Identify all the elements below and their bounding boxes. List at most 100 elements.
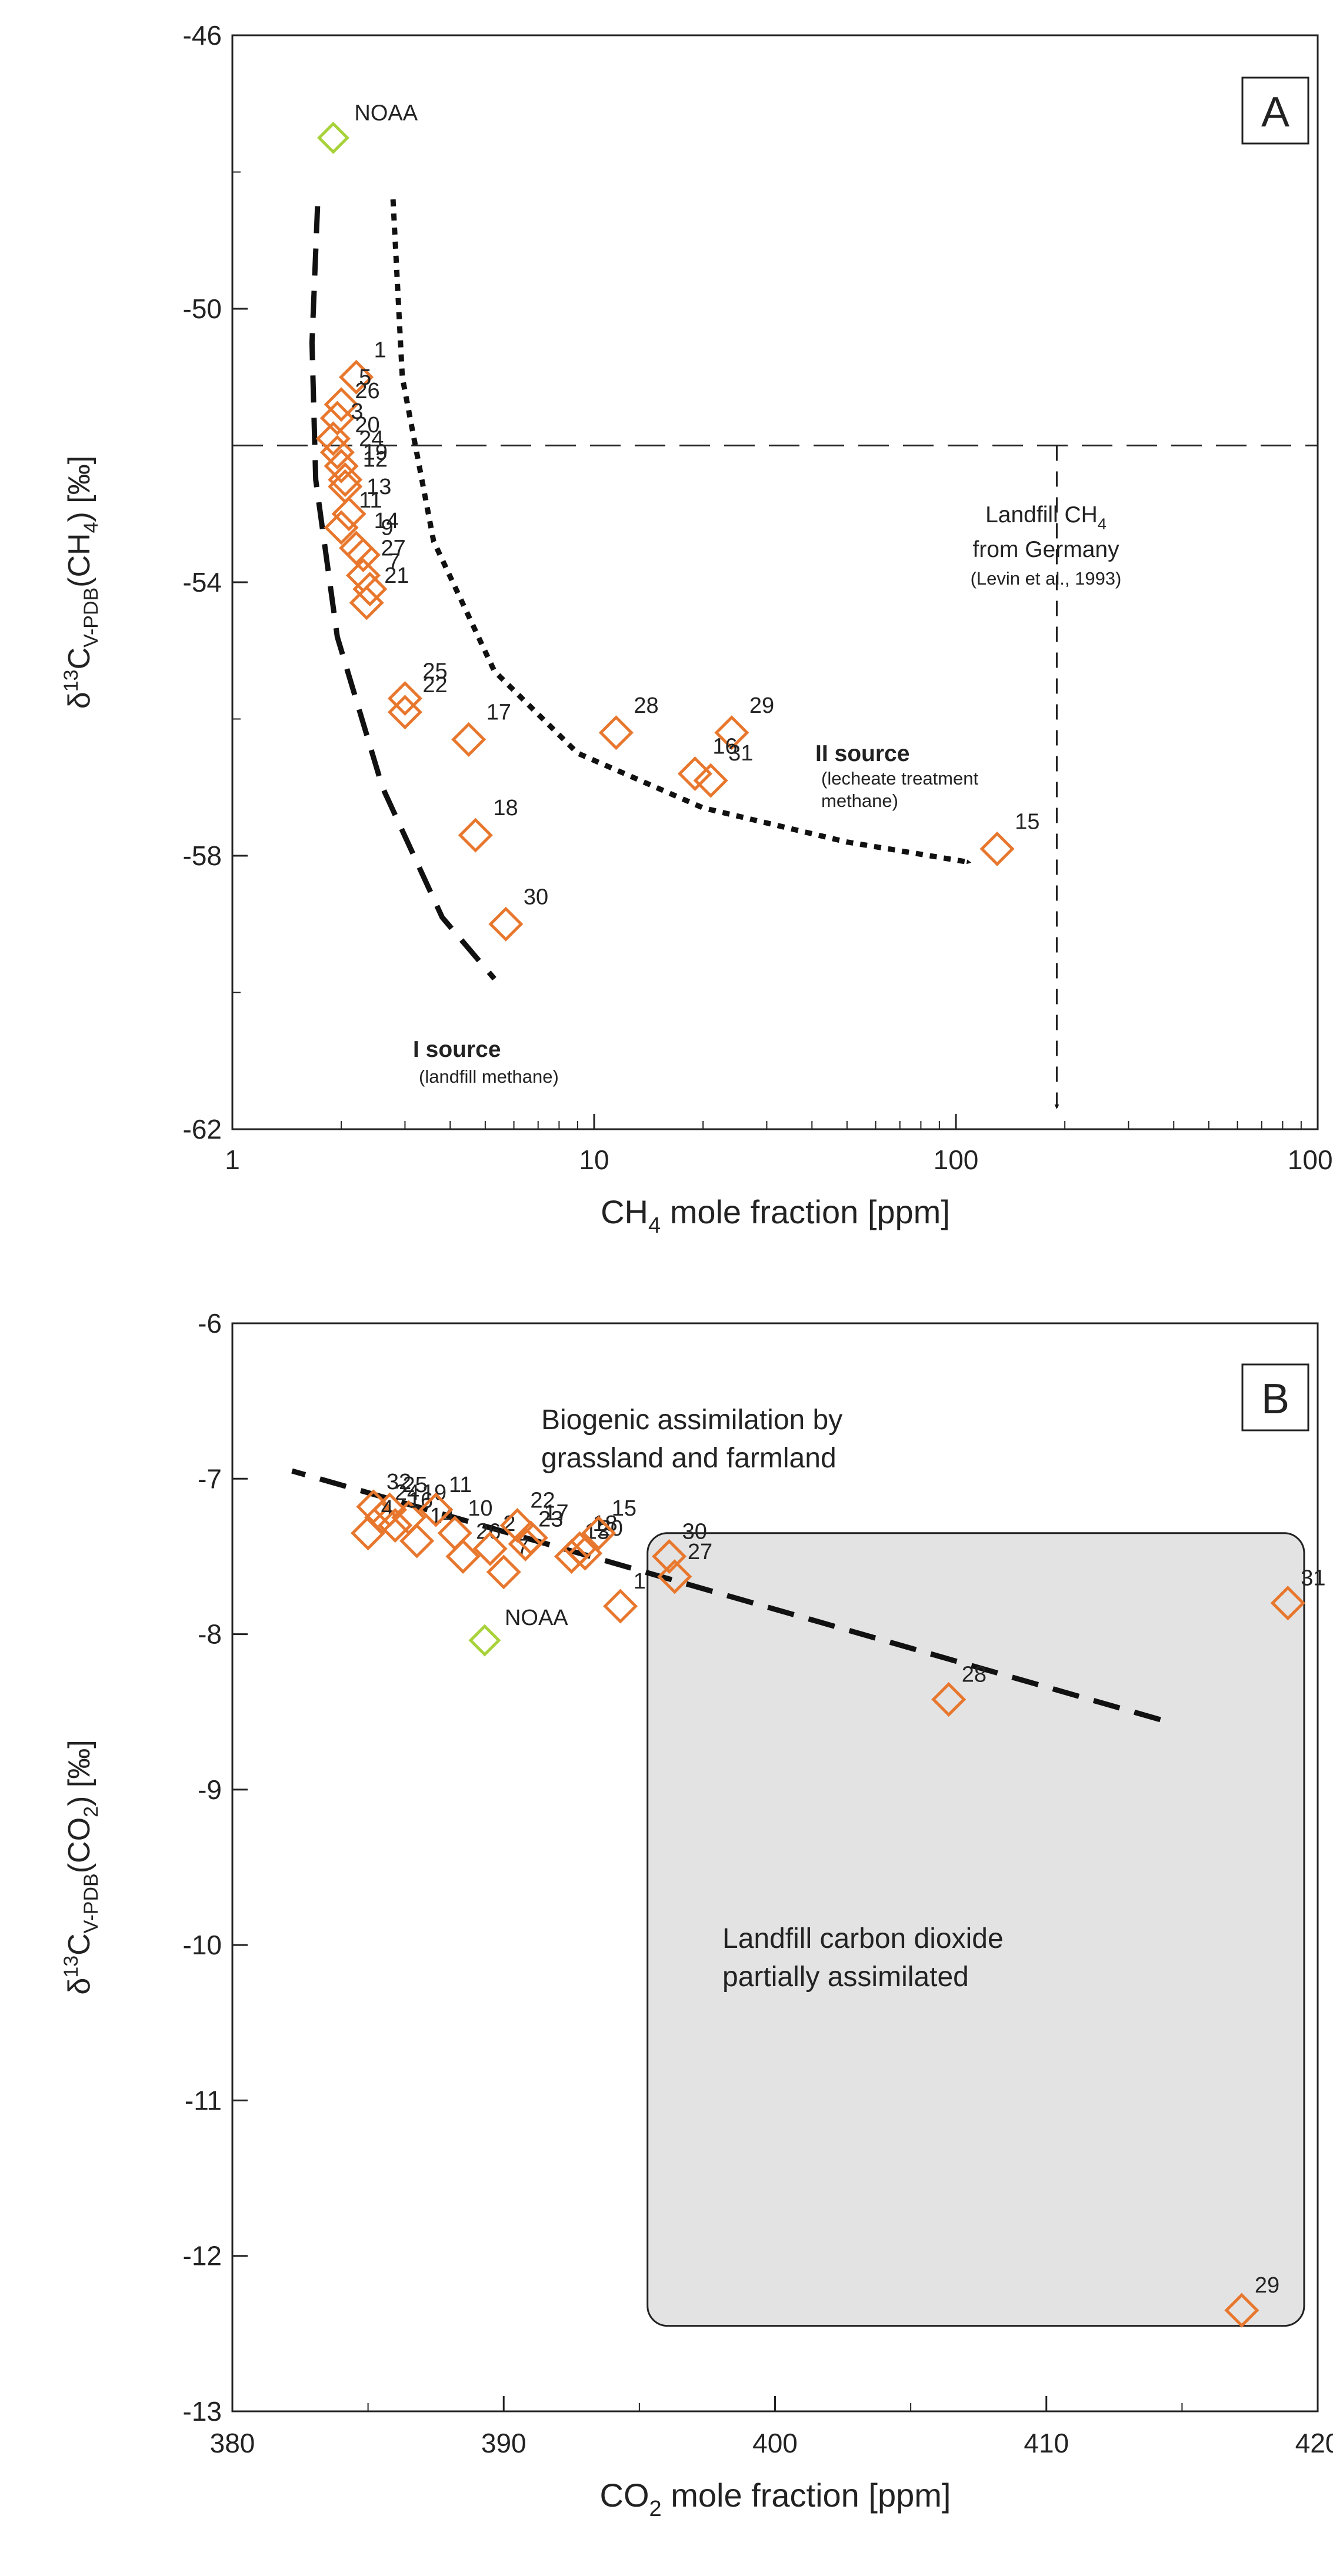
data-point-b bbox=[486, 1554, 521, 1590]
noaa-point-b bbox=[468, 1624, 501, 1657]
data-point-b bbox=[472, 1531, 508, 1566]
data-point-b bbox=[657, 1559, 692, 1594]
data-point-b bbox=[418, 1492, 454, 1527]
panel-tag-a: A bbox=[1261, 89, 1289, 136]
data-label-a: 29 bbox=[749, 693, 774, 718]
data-point-b bbox=[513, 1520, 548, 1556]
data-point-a bbox=[387, 695, 422, 730]
trend-line-b bbox=[291, 1468, 1161, 1723]
data-label-a: 9 bbox=[381, 516, 393, 540]
data-label-a: 26 bbox=[355, 379, 379, 403]
x-axis-label-b: CO2 mole fraction [ppm] bbox=[600, 2477, 951, 2521]
data-label-b: 17 bbox=[544, 1501, 568, 1526]
data-point-a bbox=[345, 537, 381, 573]
source-ii-curve bbox=[390, 199, 972, 866]
data-point-a bbox=[331, 496, 366, 532]
biogenic-trend-arrow bbox=[291, 1468, 1161, 1723]
data-point-b bbox=[351, 1516, 386, 1551]
y-axis-label-b: δ13CV-PDB(CO2) [‰] bbox=[60, 1740, 102, 1994]
data-label-a: 20 bbox=[355, 413, 379, 438]
data-point-a bbox=[677, 756, 712, 792]
reference-lines-a bbox=[232, 445, 1318, 1109]
reference-label-line2: from Germany bbox=[972, 537, 1119, 562]
data-label-a: 25 bbox=[422, 659, 447, 684]
data-point-a bbox=[714, 715, 749, 750]
data-label-b: 27 bbox=[688, 1540, 712, 1564]
data-label-a: 18 bbox=[493, 796, 518, 820]
data-label-a: 28 bbox=[634, 693, 658, 718]
y-tick-label-a: -62 bbox=[183, 1114, 222, 1144]
landfill-annotation-line2: partially assimilated bbox=[722, 1961, 969, 1993]
data-label-b: 11 bbox=[449, 1473, 472, 1497]
noaa-point-a bbox=[316, 121, 349, 154]
data-point-a bbox=[598, 715, 634, 750]
data-point-a bbox=[315, 421, 351, 456]
data-label-a: 17 bbox=[486, 700, 511, 725]
data-point-a bbox=[352, 572, 388, 607]
x-tick-label-b: 380 bbox=[210, 2428, 255, 2458]
data-label-b: 22 bbox=[530, 1489, 555, 1513]
data-point-a bbox=[339, 359, 374, 395]
data-label-a: 24 bbox=[359, 426, 384, 451]
y-tick-label-a: -54 bbox=[183, 567, 222, 598]
data-point-b bbox=[399, 1523, 435, 1559]
data-point-b bbox=[568, 1536, 603, 1571]
x-ticks-a: 1 10 100 1000 bbox=[225, 1114, 1333, 1175]
y-tick-label-b: -12 bbox=[183, 2241, 222, 2271]
data-label-b: 15 bbox=[612, 1496, 636, 1521]
data-label-a: 19 bbox=[363, 441, 388, 465]
x-tick-label-b: 390 bbox=[481, 2428, 526, 2458]
data-point-a bbox=[345, 558, 381, 593]
landfill-annotation-line1: Landfill carbon dioxide bbox=[722, 1923, 1004, 1954]
data-point-b bbox=[554, 1539, 589, 1574]
data-point-b bbox=[378, 1508, 413, 1543]
y-tick-label-b: -13 bbox=[183, 2396, 222, 2427]
data-label-a: 5 bbox=[359, 365, 371, 390]
x-tick-label-b: 420 bbox=[1295, 2428, 1333, 2458]
data-label-a: 16 bbox=[712, 735, 737, 759]
data-label-a: 21 bbox=[384, 563, 409, 588]
data-label-b: 28 bbox=[962, 1663, 987, 1687]
data-point-a bbox=[979, 831, 1015, 866]
data-point-a bbox=[693, 763, 728, 798]
panel-tag-box-b bbox=[1241, 1363, 1309, 1432]
data-point-b bbox=[581, 1516, 616, 1551]
landfill-box bbox=[646, 1532, 1305, 2327]
data-label-a: 1 bbox=[374, 338, 386, 362]
x-axis-label-a: CH4 mole fraction [ppm] bbox=[601, 1193, 950, 1238]
data-label-a: 7 bbox=[388, 550, 400, 575]
data-label-a: 31 bbox=[728, 741, 753, 766]
data-point-a bbox=[328, 462, 363, 498]
x-tick-label-a: 1 bbox=[225, 1144, 240, 1175]
y-axis-label-a: δ13CV-PDB(CH4) [‰] bbox=[60, 456, 102, 709]
data-point-b bbox=[931, 1682, 967, 1717]
y-tick-label-b: -10 bbox=[183, 1930, 222, 1960]
reference-label-line1: Landfill CH4 bbox=[985, 502, 1107, 533]
data-point-a bbox=[324, 448, 359, 483]
data-label-b: 25 bbox=[403, 1473, 428, 1497]
y-tick-label-b: -9 bbox=[198, 1774, 222, 1805]
data-label-a: 30 bbox=[524, 885, 548, 909]
y-ticks-a: -46 -50 -54 -58 -62 bbox=[183, 20, 248, 1144]
data-label-a: 22 bbox=[422, 673, 447, 698]
data-point-b bbox=[652, 1539, 687, 1574]
y-tick-label-a: -46 bbox=[183, 20, 222, 51]
data-point-a bbox=[488, 906, 524, 942]
data-label-a: 27 bbox=[381, 536, 405, 560]
data-label-b: 1 bbox=[634, 1569, 646, 1594]
x-tick-label-a: 10 bbox=[579, 1144, 609, 1175]
x-tick-label-a: 1000 bbox=[1288, 1144, 1333, 1175]
data-point-a bbox=[387, 681, 422, 716]
source-i-curve bbox=[309, 206, 496, 981]
noaa-label-a: NOAA bbox=[354, 101, 418, 125]
data-label-a: 15 bbox=[1015, 809, 1039, 834]
data-point-a bbox=[324, 510, 359, 545]
data-label-b: 30 bbox=[682, 1519, 707, 1544]
panel-a: 1101001000 -46-50-54-58-62 1526320241912… bbox=[60, 20, 1333, 1238]
data-point-a bbox=[349, 585, 384, 620]
data-label-b: 10 bbox=[468, 1496, 492, 1521]
biogenic-annotation-line2: grassland and farmland bbox=[541, 1443, 837, 1474]
